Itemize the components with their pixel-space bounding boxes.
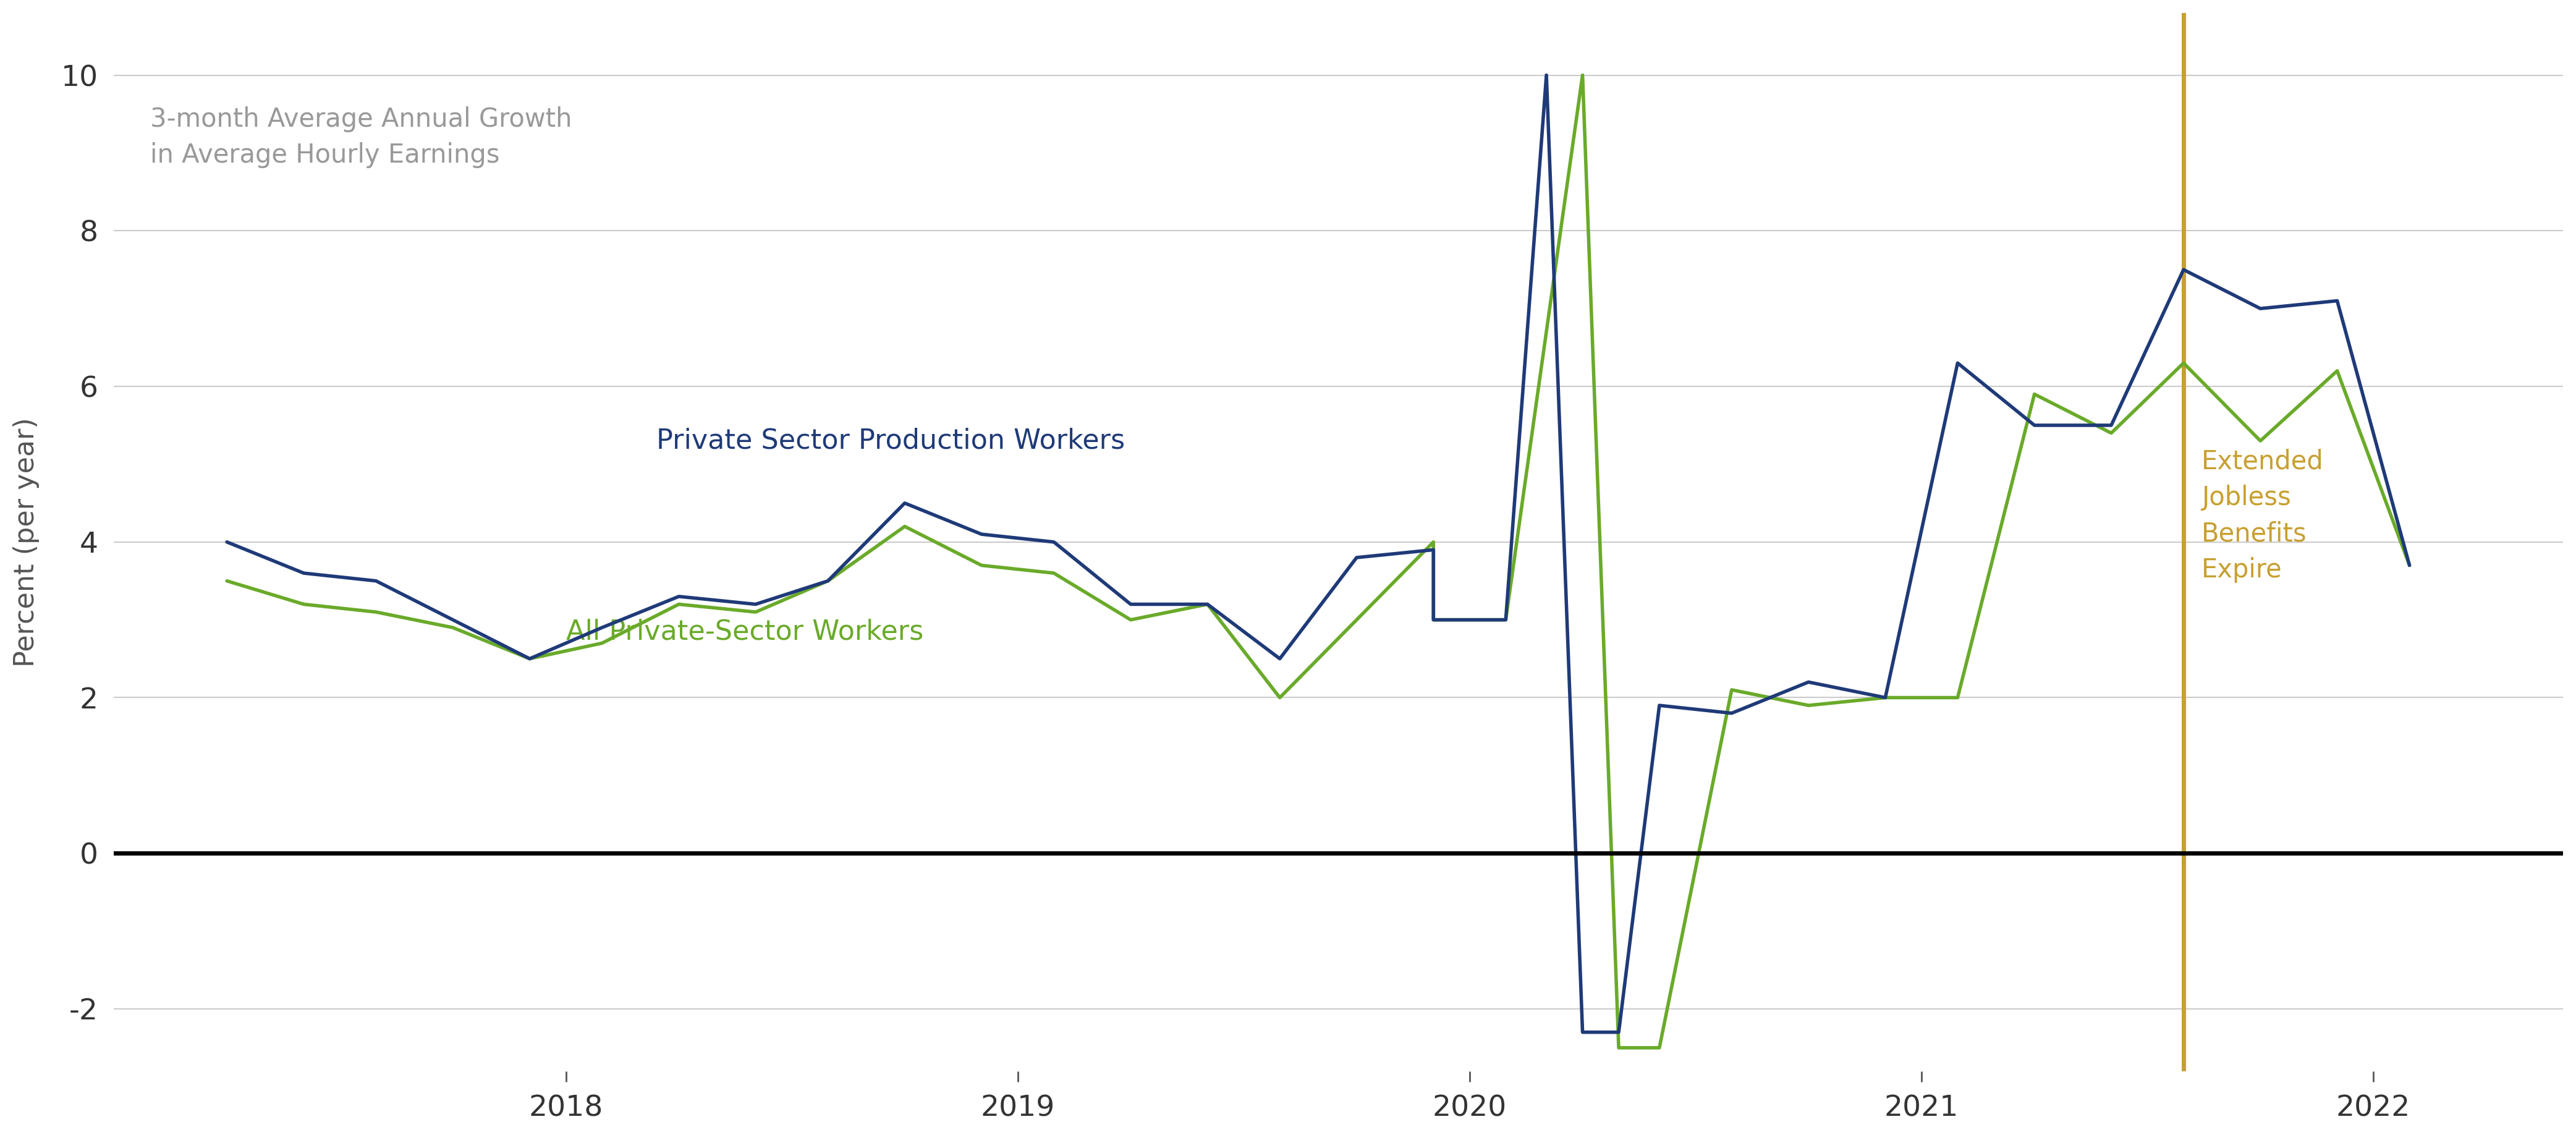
Text: 3-month Average Annual Growth
in Average Hourly Earnings: 3-month Average Annual Growth in Average… (149, 107, 572, 168)
Text: All Private-Sector Workers: All Private-Sector Workers (567, 619, 922, 645)
Text: Extended
Jobless
Benefits
Expire: Extended Jobless Benefits Expire (2202, 448, 2324, 583)
Text: Private Sector Production Workers: Private Sector Production Workers (657, 428, 1126, 454)
Y-axis label: Percent (per year): Percent (per year) (13, 418, 39, 666)
